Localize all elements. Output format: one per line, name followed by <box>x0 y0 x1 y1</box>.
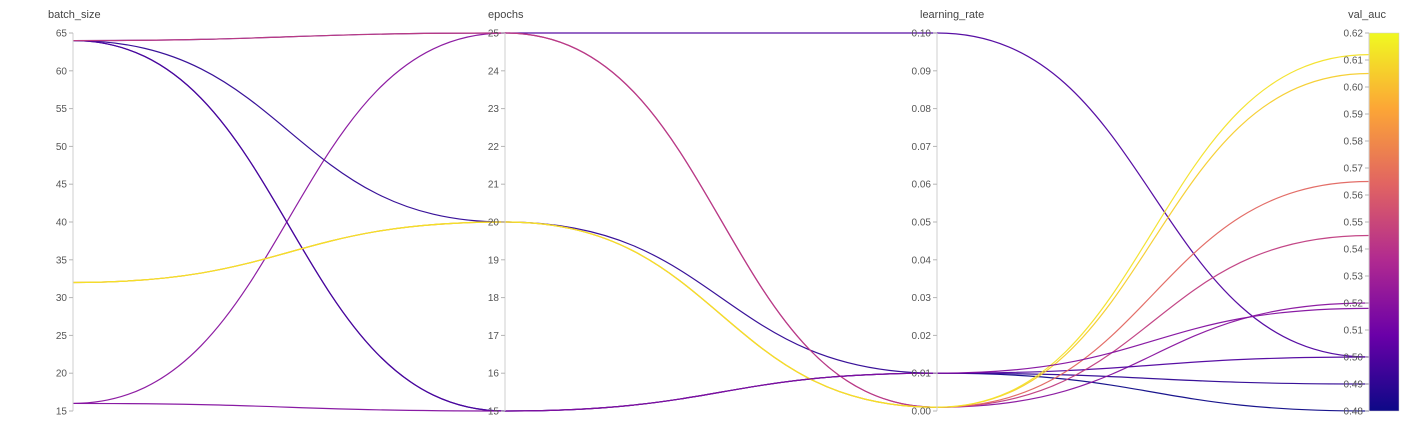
tick-label: 19 <box>488 255 500 266</box>
run-line-1[interactable] <box>72 32 1370 358</box>
tick-label: 20 <box>488 218 500 229</box>
tick-label: 15 <box>56 407 68 418</box>
color-scale-bar <box>1368 32 1400 412</box>
tick-label: 40 <box>56 218 68 229</box>
run-lines <box>72 32 1370 412</box>
tick-label: 0.56 <box>1344 191 1364 202</box>
tick-label: 0.02 <box>912 331 932 342</box>
axis-title[interactable]: learning_rate <box>920 9 984 21</box>
tick-label: 0.09 <box>912 66 932 77</box>
run-line-2[interactable] <box>72 39 1370 412</box>
tick-label: 0.01 <box>912 369 932 380</box>
tick-label: 0.53 <box>1344 272 1364 283</box>
tick-label: 45 <box>56 180 68 191</box>
tick-label: 15 <box>488 407 500 418</box>
tick-label: 0.07 <box>912 142 932 153</box>
tick-label: 24 <box>488 66 500 77</box>
tick-label: 65 <box>56 29 68 40</box>
tick-label: 30 <box>56 293 68 304</box>
tick-label: 0.62 <box>1344 29 1364 40</box>
tick-label: 0.61 <box>1344 56 1364 67</box>
tick-label: 25 <box>56 331 68 342</box>
axis-val-auc: val_auc 0.48 0.49 0.50 0.51 0.52 0.53 0.54 0.55 0… <box>1344 9 1400 418</box>
tick-label: 23 <box>488 104 500 115</box>
run-line-6[interactable] <box>72 32 1370 408</box>
tick-label: 0.58 <box>1344 137 1364 148</box>
tick-label: 0.49 <box>1344 380 1364 391</box>
tick-label: 0.57 <box>1344 164 1364 175</box>
axis-title[interactable]: batch_size <box>48 9 101 21</box>
run-line-10[interactable] <box>72 307 1370 412</box>
axis-epochs: epochs 15 16 17 18 19 20 21 22 23 24 25 <box>488 9 524 418</box>
tick-label: 0.05 <box>912 218 932 229</box>
tick-label: 60 <box>56 66 68 77</box>
run-line-5[interactable] <box>72 39 1370 412</box>
tick-label: 0.59 <box>1344 110 1364 121</box>
tick-label: 25 <box>488 29 500 40</box>
tick-label: 0.06 <box>912 180 932 191</box>
tick-label: 0.50 <box>1344 353 1364 364</box>
tick-label: 22 <box>488 142 500 153</box>
run-line-7[interactable] <box>72 180 1370 408</box>
tick-label: 20 <box>56 369 68 380</box>
tick-label: 55 <box>56 104 68 115</box>
axis-learning-rate: learning_rate 0.00 0.01 0.02 0.03 0.04 0.05 0.0… <box>912 9 985 418</box>
tick-label: 18 <box>488 293 500 304</box>
axes: batch_size 15 20 25 30 35 40 45 50 55 60 65 epochs 15… <box>48 9 1400 418</box>
tick-label: 0.60 <box>1344 83 1364 94</box>
axis-batch-size: batch_size 15 20 25 30 35 40 45 50 55 60 65 <box>48 9 101 418</box>
tick-label: 0.52 <box>1344 299 1364 310</box>
tick-label: 0.03 <box>912 293 932 304</box>
tick-label: 0.54 <box>1344 245 1364 256</box>
run-line-8[interactable] <box>72 72 1370 408</box>
tick-label: 50 <box>56 142 68 153</box>
tick-label: 35 <box>56 255 68 266</box>
tick-label: 0.10 <box>912 29 932 40</box>
tick-label: 21 <box>488 180 500 191</box>
tick-label: 0.48 <box>1344 407 1364 418</box>
tick-label: 0.55 <box>1344 218 1364 229</box>
tick-label: 0.08 <box>912 104 932 115</box>
run-line-9[interactable] <box>72 54 1370 408</box>
tick-label: 0.00 <box>912 407 932 418</box>
axis-title[interactable]: val_auc <box>1348 9 1386 21</box>
tick-label: 17 <box>488 331 500 342</box>
run-line-3[interactable] <box>72 39 1370 385</box>
axis-title[interactable]: epochs <box>488 9 524 21</box>
tick-label: 0.51 <box>1344 326 1364 337</box>
tick-label: 16 <box>488 369 500 380</box>
tick-label: 0.04 <box>912 255 932 266</box>
